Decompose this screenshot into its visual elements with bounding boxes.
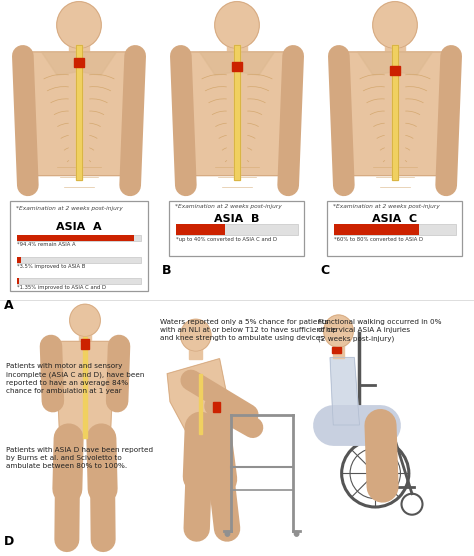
Polygon shape — [167, 359, 229, 432]
Ellipse shape — [181, 319, 211, 351]
Polygon shape — [200, 52, 274, 76]
Polygon shape — [17, 52, 141, 176]
Text: *Examination at 2 weeks post-injury: *Examination at 2 weeks post-injury — [16, 206, 122, 211]
Bar — [17, 235, 134, 241]
Bar — [17, 279, 18, 284]
Bar — [390, 67, 400, 75]
Text: ASIA  B: ASIA B — [214, 214, 260, 224]
Bar — [199, 374, 202, 434]
Bar — [189, 346, 202, 360]
Bar — [227, 45, 247, 62]
Bar — [17, 235, 141, 241]
Bar — [213, 401, 220, 413]
Bar — [17, 279, 141, 284]
Text: Functional walking occurred in 0%
of cervical ASIA A injuries
(2 weeks post-inju: Functional walking occurred in 0% of cer… — [318, 319, 441, 341]
Ellipse shape — [215, 2, 259, 48]
Polygon shape — [333, 52, 457, 176]
Text: *3.5% improved to ASIA B: *3.5% improved to ASIA B — [17, 264, 85, 269]
Text: C: C — [320, 264, 329, 277]
Polygon shape — [330, 358, 359, 425]
Bar — [392, 45, 398, 180]
Bar — [334, 224, 456, 235]
Text: *up to 40% converted to ASIA C and D: *up to 40% converted to ASIA C and D — [176, 237, 277, 242]
Polygon shape — [47, 341, 123, 438]
FancyBboxPatch shape — [10, 201, 148, 291]
Bar — [76, 45, 82, 180]
Bar — [332, 346, 341, 353]
Ellipse shape — [57, 2, 101, 48]
Text: ASIA  C: ASIA C — [373, 214, 418, 224]
Bar — [83, 336, 87, 438]
Text: Patients with ASIA D have been reported
by Burns et al. and Scivoletto to
ambula: Patients with ASIA D have been reported … — [6, 447, 153, 469]
Bar — [17, 257, 21, 263]
Ellipse shape — [324, 315, 353, 348]
Polygon shape — [42, 52, 117, 76]
Text: *1.35% improved to ASIA C and D: *1.35% improved to ASIA C and D — [17, 285, 106, 290]
Text: Waters reported only a 5% chance for patients
with an NLI at or below T12 to hav: Waters reported only a 5% chance for pat… — [160, 319, 337, 341]
Ellipse shape — [225, 531, 230, 536]
Text: *Examination at 2 weeks post-injury: *Examination at 2 weeks post-injury — [175, 204, 282, 209]
Text: D: D — [4, 535, 14, 548]
Ellipse shape — [373, 2, 417, 48]
Bar — [69, 45, 89, 62]
Ellipse shape — [70, 304, 100, 336]
FancyBboxPatch shape — [328, 201, 463, 256]
Bar — [232, 62, 242, 71]
Bar — [176, 224, 225, 235]
Bar — [334, 224, 419, 235]
Text: Patients with motor and sensory
incomplete (ASIA C and D), have been
reported to: Patients with motor and sensory incomple… — [6, 363, 145, 394]
Polygon shape — [357, 52, 432, 76]
Text: *Examination at 2 weeks post-injury: *Examination at 2 weeks post-injury — [333, 204, 440, 209]
Ellipse shape — [294, 531, 299, 536]
Text: *60% to 80% converted to ASIA D: *60% to 80% converted to ASIA D — [334, 237, 423, 242]
Bar — [392, 45, 398, 180]
Text: *94.4% remain ASIA A: *94.4% remain ASIA A — [17, 242, 75, 247]
Bar — [81, 339, 89, 349]
Bar — [176, 224, 298, 235]
FancyBboxPatch shape — [170, 201, 304, 256]
Bar — [76, 45, 82, 180]
Bar — [234, 45, 240, 180]
Bar — [234, 45, 240, 180]
Text: ASIA  A: ASIA A — [56, 222, 102, 232]
Bar — [333, 344, 344, 358]
Bar — [79, 333, 91, 349]
Bar — [385, 45, 405, 62]
Bar — [74, 58, 84, 67]
Polygon shape — [174, 52, 300, 176]
Text: B: B — [162, 264, 172, 277]
Bar — [17, 257, 141, 263]
Text: A: A — [4, 299, 14, 312]
